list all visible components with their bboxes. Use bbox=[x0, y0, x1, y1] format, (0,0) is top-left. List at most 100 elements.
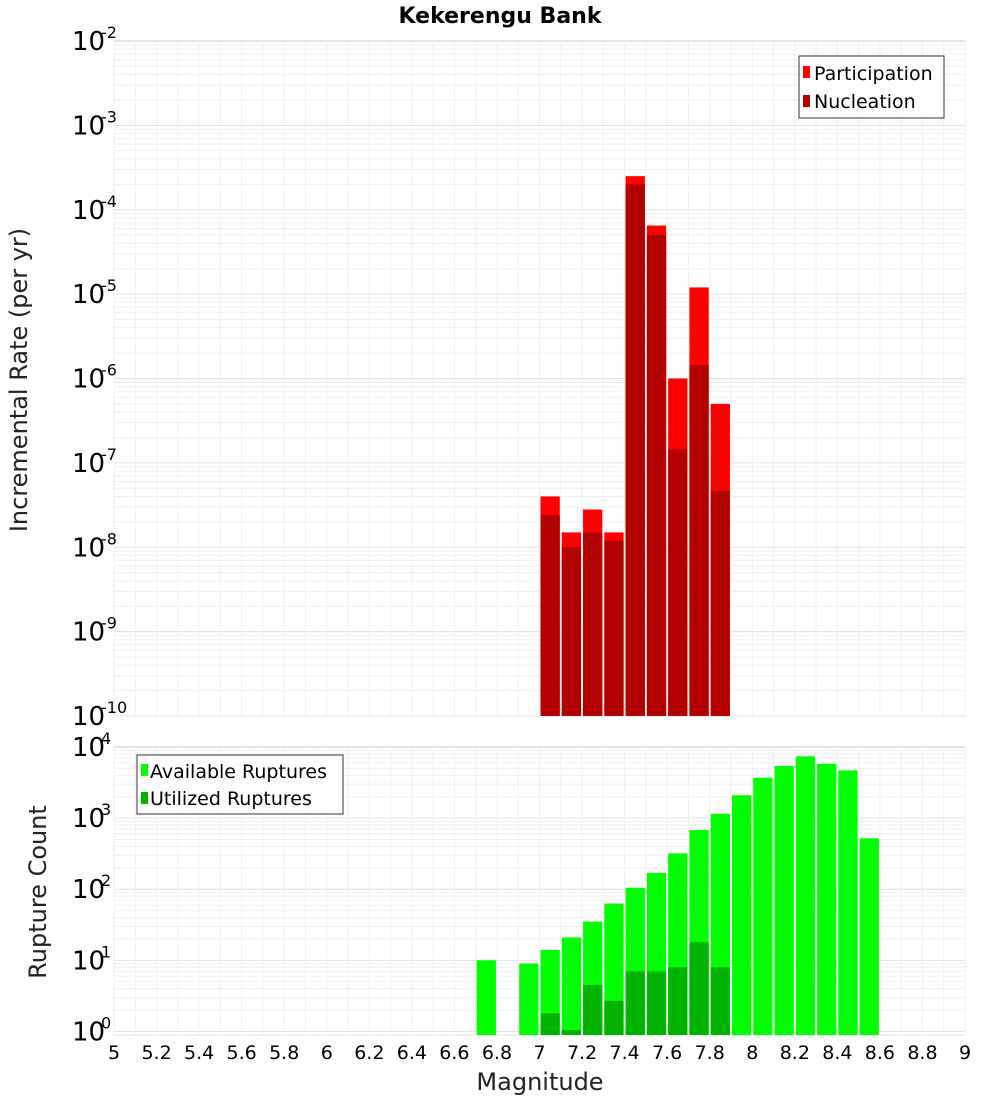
y-tick-label: 10 bbox=[72, 946, 105, 976]
y-tick-label: 10 bbox=[72, 365, 105, 395]
legend-swatch-participation bbox=[803, 66, 810, 78]
nucleation-bar bbox=[561, 547, 582, 716]
nucleation-bar bbox=[689, 364, 709, 716]
y-tick-label: 10 bbox=[72, 196, 105, 226]
y-tick-label: 10 bbox=[72, 804, 105, 834]
x-tick-label: 6.6 bbox=[439, 1042, 469, 1064]
y-tick-exponent: 2 bbox=[101, 871, 111, 890]
x-tick-label: 5 bbox=[108, 1042, 120, 1064]
x-tick-label: 7.2 bbox=[567, 1042, 597, 1064]
x-tick-label: 5.2 bbox=[141, 1042, 171, 1064]
legend-label-utilized: Utilized Ruptures bbox=[150, 788, 312, 810]
utilized-ruptures-bar bbox=[625, 971, 645, 1035]
y-tick-exponent: -5 bbox=[101, 276, 117, 295]
chart-title: Kekerengu Bank bbox=[399, 4, 603, 29]
x-tick-label: 5.6 bbox=[227, 1042, 257, 1064]
nucleation-bar bbox=[710, 490, 730, 716]
legend-label-participation: Participation bbox=[814, 63, 933, 85]
y-tick-label: 10 bbox=[72, 449, 105, 479]
utilized-ruptures-bar bbox=[561, 1029, 582, 1035]
y-tick-exponent: 3 bbox=[101, 800, 111, 819]
rate-y-axis-label: Incremental Rate (per yr) bbox=[5, 228, 33, 532]
count-bars bbox=[476, 756, 879, 1035]
x-axis-label: Magnitude bbox=[476, 1068, 603, 1096]
available-ruptures-bar bbox=[519, 963, 539, 1035]
y-tick-label: 10 bbox=[72, 702, 105, 732]
available-ruptures-bar bbox=[561, 937, 582, 1035]
y-tick-exponent: -9 bbox=[101, 614, 117, 633]
x-tick-label: 6.2 bbox=[354, 1042, 384, 1064]
x-tick-label: 8.4 bbox=[822, 1042, 852, 1064]
y-tick-exponent: 0 bbox=[101, 1013, 111, 1032]
nucleation-bar bbox=[583, 532, 603, 716]
y-tick-label: 10 bbox=[72, 875, 105, 905]
x-tick-label: 7.8 bbox=[695, 1042, 725, 1064]
y-tick-exponent: -4 bbox=[101, 192, 117, 211]
y-tick-exponent: 1 bbox=[101, 942, 111, 961]
nucleation-bar bbox=[540, 515, 560, 716]
x-tick-label: 6.8 bbox=[482, 1042, 512, 1064]
available-ruptures-bar bbox=[753, 777, 773, 1035]
legend-swatch-available bbox=[141, 764, 148, 776]
y-tick-label: 10 bbox=[72, 618, 105, 648]
x-tick-label: 8 bbox=[746, 1042, 758, 1064]
legend-label-available: Available Ruptures bbox=[150, 761, 327, 783]
rate-bars bbox=[540, 176, 730, 717]
legend-swatch-nucleation bbox=[803, 95, 810, 107]
available-ruptures-bar bbox=[859, 838, 879, 1035]
available-ruptures-bar bbox=[817, 763, 837, 1035]
x-tick-label: 7.6 bbox=[652, 1042, 682, 1064]
y-tick-label: 10 bbox=[72, 533, 105, 563]
y-tick-label: 10 bbox=[72, 27, 105, 57]
y-tick-label: 10 bbox=[72, 280, 105, 310]
y-tick-exponent: -8 bbox=[101, 529, 117, 548]
legend-label-nucleation: Nucleation bbox=[814, 91, 916, 113]
y-tick-label: 10 bbox=[72, 733, 105, 763]
y-tick-exponent: -3 bbox=[101, 107, 117, 126]
x-tick-label: 8.8 bbox=[907, 1042, 937, 1064]
y-tick-exponent: -10 bbox=[101, 698, 127, 717]
available-ruptures-bar bbox=[838, 770, 858, 1035]
count-y-axis-label: Rupture Count bbox=[24, 805, 52, 979]
x-tick-label: 8.6 bbox=[865, 1042, 895, 1064]
magnitude-x-ticks: 5 5.2 5.4 5.6 5.8 6 6.2 6.4 6.6 6.8 7 7.2 7.4 7.6 7.8 8… bbox=[108, 1042, 971, 1064]
rate-legend-box bbox=[798, 55, 945, 119]
y-tick-exponent: -2 bbox=[101, 23, 117, 42]
nucleation-bar bbox=[668, 449, 688, 716]
x-tick-label: 6.4 bbox=[397, 1042, 427, 1064]
x-tick-label: 9 bbox=[959, 1042, 971, 1064]
available-ruptures-bar bbox=[774, 766, 794, 1035]
nucleation-bar bbox=[625, 184, 645, 717]
nucleation-bar bbox=[646, 235, 667, 716]
utilized-ruptures-bar bbox=[710, 967, 730, 1035]
utilized-ruptures-bar bbox=[646, 971, 667, 1035]
x-tick-label: 5.8 bbox=[269, 1042, 299, 1064]
utilized-ruptures-bar bbox=[583, 984, 603, 1035]
rate-legend: Participation Nucleation bbox=[798, 55, 945, 119]
count-legend: Available Ruptures Utilized Ruptures bbox=[136, 754, 344, 815]
x-tick-label: 7.4 bbox=[609, 1042, 639, 1064]
available-ruptures-bar bbox=[476, 960, 496, 1035]
x-tick-label: 6 bbox=[321, 1042, 333, 1064]
utilized-ruptures-bar bbox=[668, 967, 688, 1035]
y-tick-exponent: -7 bbox=[101, 445, 117, 464]
utilized-ruptures-bar bbox=[540, 1013, 560, 1035]
rate-gridlines bbox=[113, 41, 966, 717]
x-tick-label: 8.2 bbox=[780, 1042, 810, 1064]
available-ruptures-bar bbox=[731, 795, 752, 1035]
y-tick-label: 10 bbox=[72, 111, 105, 141]
nucleation-bar bbox=[604, 540, 624, 716]
utilized-ruptures-bar bbox=[689, 942, 709, 1035]
count-legend-box bbox=[136, 754, 344, 815]
x-tick-label: 5.4 bbox=[184, 1042, 214, 1064]
y-tick-exponent: 4 bbox=[101, 729, 111, 748]
utilized-ruptures-bar bbox=[604, 1000, 624, 1035]
y-tick-exponent: -6 bbox=[101, 361, 117, 380]
y-tick-label: 10 bbox=[72, 1017, 105, 1047]
x-tick-label: 7 bbox=[533, 1042, 545, 1064]
